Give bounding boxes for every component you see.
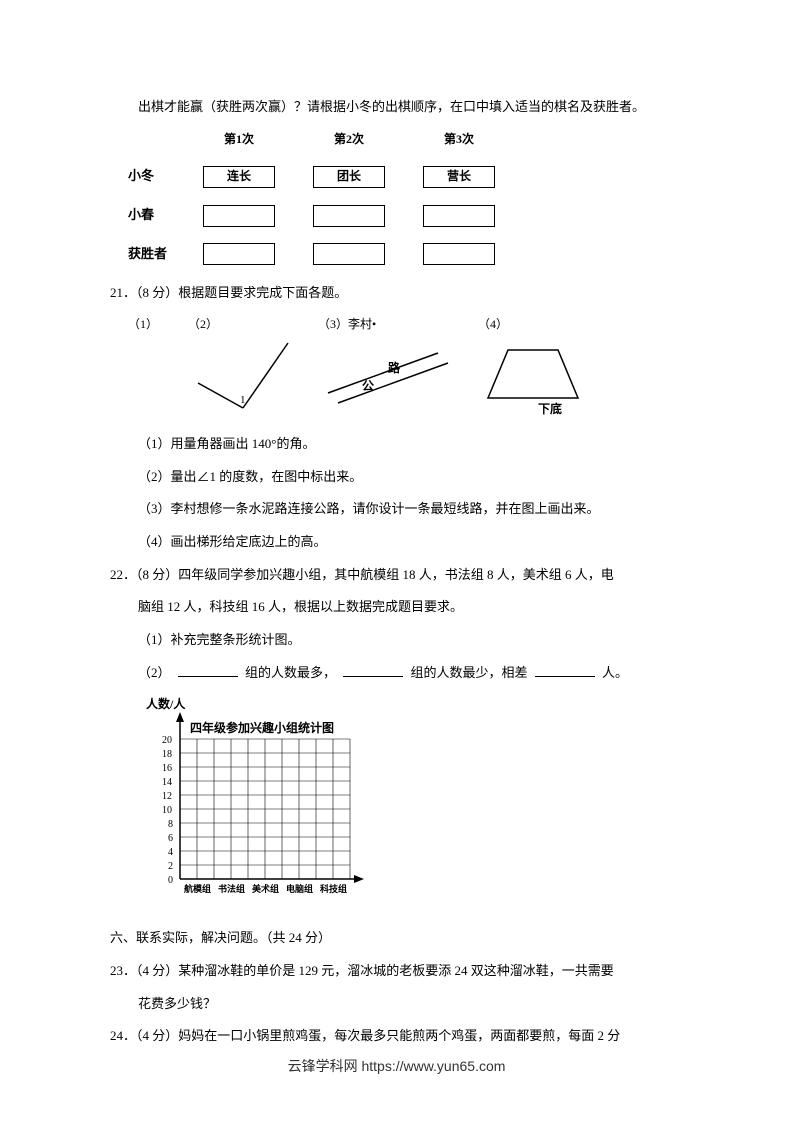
svg-text:下底: 下底 (538, 401, 562, 416)
section6-title: 六、联系实际，解决问题。（共 24 分） (110, 926, 683, 951)
intro-text: 出棋才能赢（获胜两次赢）？请根据小冬的出棋顺序，在口中填入适当的棋名及获胜者。 (110, 95, 683, 120)
box-xiaodong-2: 团长 (313, 166, 385, 188)
svg-text:电脑组: 电脑组 (286, 883, 313, 894)
box-xiaodong-1: 连长 (203, 166, 275, 188)
angle-diagram: 1 (188, 338, 298, 418)
game-table: 第1次 第2次 第3次 小冬 连长 团长 营长 小春 获胜者 (128, 128, 683, 267)
game-header-1: 第1次 (184, 128, 294, 151)
q21-sub2: （2）量出∠1 的度数，在图中标出来。 (110, 465, 683, 490)
svg-text:14: 14 (162, 777, 172, 788)
road-diagram: 路 公 (318, 338, 458, 408)
q22-sub1: （1）补充完整条形统计图。 (110, 628, 683, 653)
diag-4-label: （4） (478, 313, 508, 336)
q22-sub2-p2: 组的人数最少，相差 (411, 665, 528, 680)
q21-sub4: （4）画出梯形给定底边上的高。 (110, 530, 683, 555)
game-header-2: 第2次 (294, 128, 404, 151)
svg-text:20: 20 (162, 735, 172, 746)
svg-text:科技组: 科技组 (320, 883, 347, 894)
svg-text:2: 2 (168, 861, 173, 872)
y-axis-label: 人数/人 (146, 696, 186, 711)
row-label-xiaochun: 小春 (128, 203, 184, 228)
svg-text:书法组: 书法组 (218, 883, 245, 894)
q21-sub1: （1）用量角器画出 140°的角。 (110, 432, 683, 457)
diag-1-label: （1） (128, 313, 158, 336)
box-xiaodong-3: 营长 (423, 166, 495, 188)
q22-sub2: （2） 组的人数最多， 组的人数最少，相差 人。 (110, 661, 683, 686)
svg-text:8: 8 (168, 819, 173, 830)
game-row-winner: 获胜者 (128, 242, 683, 267)
q23-line2: 花费多少钱？ (110, 992, 683, 1017)
bar-chart-svg: 人数/人 四年级参加兴趣小组统计图 (138, 694, 378, 904)
q24-line1: 24．（4 分）妈妈在一口小锅里煎鸡蛋，每次最多只能煎两个鸡蛋，两面都要煎，每面… (110, 1024, 683, 1049)
row-label-winner: 获胜者 (128, 242, 184, 267)
q21-diagrams: （1） （2） 1 （3）李村• 路 公 （4） 下底 (128, 313, 683, 418)
svg-text:路: 路 (388, 360, 401, 375)
box-winner-3[interactable] (423, 243, 495, 265)
chart-grid (180, 739, 350, 879)
box-xiaochun-2[interactable] (313, 205, 385, 227)
box-xiaochun-3[interactable] (423, 205, 495, 227)
blank-1[interactable] (178, 664, 238, 677)
svg-text:6: 6 (168, 833, 173, 844)
game-row-xiaochun: 小春 (128, 203, 683, 228)
q23-line1: 23．（4 分）某种溜冰鞋的单价是 129 元，溜冰城的老板要添 24 双这种溜… (110, 959, 683, 984)
svg-text:1: 1 (240, 394, 246, 406)
box-winner-2[interactable] (313, 243, 385, 265)
q21-sub3: （3）李村想修一条水泥路连接公路，请你设计一条最短线路，并在图上画出来。 (110, 497, 683, 522)
q22-prefix-2: 脑组 12 人，科技组 16 人，根据以上数据完成题目要求。 (110, 595, 683, 620)
row-label-xiaodong: 小冬 (128, 164, 184, 189)
trapezoid-diagram: 下底 (478, 338, 588, 418)
q21-prefix: 21．（8 分）根据题目要求完成下面各题。 (110, 281, 683, 306)
svg-text:16: 16 (162, 763, 172, 774)
svg-text:4: 4 (168, 847, 173, 858)
box-xiaochun-1[interactable] (203, 205, 275, 227)
svg-text:航模组: 航模组 (184, 883, 211, 894)
svg-text:美术组: 美术组 (252, 883, 279, 894)
diag-2: （2） 1 (188, 313, 298, 418)
page-footer: 云锋学科网 https://www.yun65.com (0, 1053, 793, 1080)
svg-text:公: 公 (362, 379, 374, 393)
svg-text:12: 12 (162, 791, 172, 802)
q22-sub2-p1: 组的人数最多， (245, 665, 336, 680)
diag-4: （4） 下底 (478, 313, 588, 418)
svg-text:0: 0 (168, 875, 173, 886)
svg-text:18: 18 (162, 749, 172, 760)
diag-1: （1） (128, 313, 168, 408)
q22-sub2-p0: （2） (138, 665, 171, 680)
diag-1-svg (128, 338, 168, 408)
svg-text:10: 10 (162, 805, 172, 816)
box-winner-1[interactable] (203, 243, 275, 265)
q22-sub2-p3: 人。 (602, 665, 628, 680)
game-header-row: 第1次 第2次 第3次 (128, 128, 683, 151)
diag-3-label: （3）李村• (318, 313, 376, 336)
chart-title: 四年级参加兴趣小组统计图 (190, 720, 334, 735)
blank-2[interactable] (343, 664, 403, 677)
diag-3: （3）李村• 路 公 (318, 313, 458, 408)
game-header-3: 第3次 (404, 128, 514, 151)
blank-3[interactable] (535, 664, 595, 677)
bar-chart: 人数/人 四年级参加兴趣小组统计图 (138, 694, 683, 913)
q22-prefix-1: 22．（8 分）四年级同学参加兴趣小组，其中航模组 18 人，书法组 8 人，美… (110, 563, 683, 588)
game-row-xiaodong: 小冬 连长 团长 营长 (128, 164, 683, 189)
diag-2-label: （2） (188, 313, 218, 336)
